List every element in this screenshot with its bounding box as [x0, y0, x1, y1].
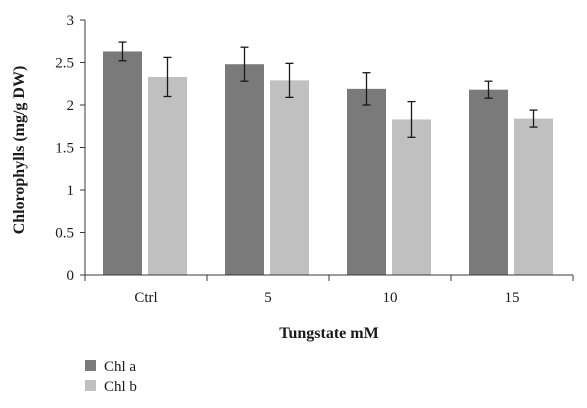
- x-axis-ticks: Ctrl 5 10 15: [84, 275, 574, 306]
- bar: [469, 89, 508, 275]
- error-bars: [118, 41, 538, 138]
- x-axis-title: Tungstate mM: [279, 325, 378, 342]
- y-tick-label: 3: [67, 13, 75, 29]
- y-tick-label: 1.5: [55, 141, 74, 157]
- legend: Chl a Chl b: [85, 359, 137, 395]
- legend-label: Chl a: [104, 359, 136, 375]
- bar: [148, 76, 187, 275]
- y-axis-ticks: 0 0.5 1 1.5 2 2.5 3: [55, 13, 85, 284]
- y-tick-label: 0: [67, 268, 75, 284]
- x-tick-label: 10: [383, 290, 398, 306]
- bar: [392, 119, 431, 275]
- x-tick-label: 15: [505, 290, 520, 306]
- y-tick-label: 0.5: [55, 226, 74, 242]
- y-tick-label: 2.5: [55, 56, 74, 72]
- x-tick-label: 5: [264, 290, 272, 306]
- legend-swatch: [85, 380, 96, 391]
- bar: [514, 118, 553, 275]
- y-tick-label: 1: [67, 183, 75, 199]
- bars: [103, 51, 553, 276]
- y-tick-label: 2: [67, 98, 75, 114]
- legend-label: Chl b: [104, 379, 137, 395]
- bar: [103, 51, 142, 276]
- y-axis-title: Chlorophylls (mg/g DW): [11, 66, 28, 235]
- legend-swatch: [85, 360, 96, 371]
- bar: [347, 88, 386, 275]
- x-tick-label: Ctrl: [134, 290, 157, 306]
- bar: [270, 80, 309, 275]
- bar: [225, 64, 264, 275]
